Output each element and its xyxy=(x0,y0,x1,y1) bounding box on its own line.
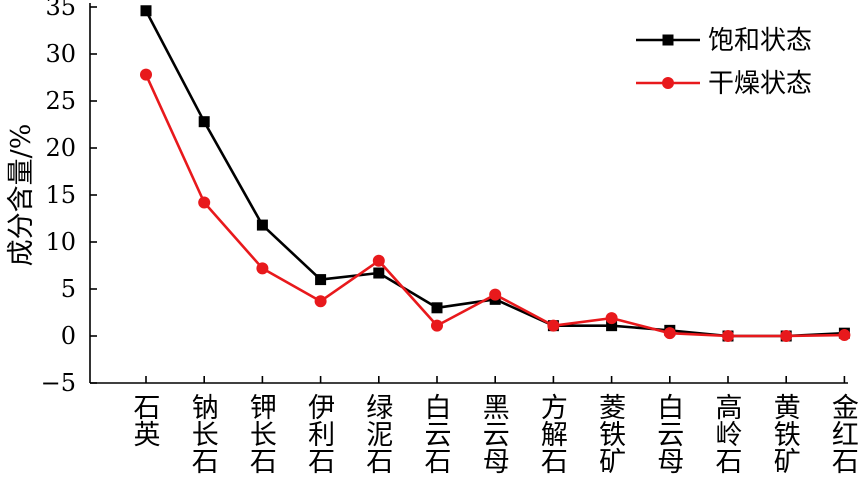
legend-item: 饱和状态 xyxy=(636,26,812,56)
x-tick-label: 钠长石 xyxy=(187,393,219,474)
data-point xyxy=(489,288,502,301)
x-tick-label: 绿泥石 xyxy=(361,393,393,474)
x-tick-label: 菱铁矿 xyxy=(594,393,626,474)
data-point xyxy=(373,267,385,279)
data-point xyxy=(314,295,327,308)
x-ticks: 石英 钠长石 钾长石 伊利石 绿泥石 白云石 黑云母 方解石 菱铁矿 白云母 高岭石 黄铁矿 金红石 xyxy=(129,376,859,474)
y-tick-label: 20 xyxy=(45,134,76,162)
y-tick-label: 25 xyxy=(45,87,76,115)
y-tick-label: 0 xyxy=(61,322,76,350)
data-point xyxy=(256,219,268,231)
legend-item: 干燥状态 xyxy=(636,69,812,99)
data-point xyxy=(547,319,560,332)
series-2 xyxy=(140,68,851,342)
x-tick-label: 伊利石 xyxy=(303,393,335,474)
y-ticks: 35 30 25 20 15 10 5 0 −5 xyxy=(41,0,97,397)
data-point xyxy=(198,116,210,128)
y-tick-label: 15 xyxy=(45,181,76,209)
series-layer xyxy=(140,5,851,342)
y-axis-label: 成分含量/% xyxy=(6,124,37,267)
x-tick-label: 方解石 xyxy=(536,393,568,474)
data-point xyxy=(140,68,152,81)
x-tick-label: 白云石 xyxy=(420,393,452,474)
x-tick-label: 石英 xyxy=(129,393,161,447)
data-point xyxy=(722,330,734,342)
data-point xyxy=(315,274,327,286)
y-tick-label: 10 xyxy=(45,228,76,256)
x-tick-label: 钾长石 xyxy=(245,393,277,474)
y-tick-label: 35 xyxy=(45,0,76,21)
data-point xyxy=(372,254,385,267)
legend-label: 饱和状态 xyxy=(708,26,812,56)
data-point xyxy=(605,312,618,325)
data-point xyxy=(140,5,152,17)
data-point xyxy=(431,302,443,314)
legend-marker xyxy=(662,77,674,89)
x-tick-label: 金红石 xyxy=(827,393,859,474)
y-tick-label: 5 xyxy=(61,275,76,303)
y-tick-label: −5 xyxy=(41,369,76,397)
x-tick-label: 高岭石 xyxy=(711,393,743,474)
series-line xyxy=(144,10,845,338)
data-point xyxy=(256,262,269,275)
legend-label: 干燥状态 xyxy=(708,69,812,99)
data-point xyxy=(663,327,676,340)
y-tick-label: 30 xyxy=(45,40,76,68)
data-point xyxy=(431,319,443,332)
data-point xyxy=(838,329,851,342)
data-point xyxy=(198,196,211,209)
x-tick-label: 白云母 xyxy=(652,393,683,474)
data-point xyxy=(606,320,618,332)
data-point xyxy=(780,330,793,342)
legend-marker xyxy=(662,34,674,46)
x-tick-label: 黄铁矿 xyxy=(769,393,801,474)
axes xyxy=(89,3,848,384)
x-tick-label: 黑云母 xyxy=(478,393,509,474)
